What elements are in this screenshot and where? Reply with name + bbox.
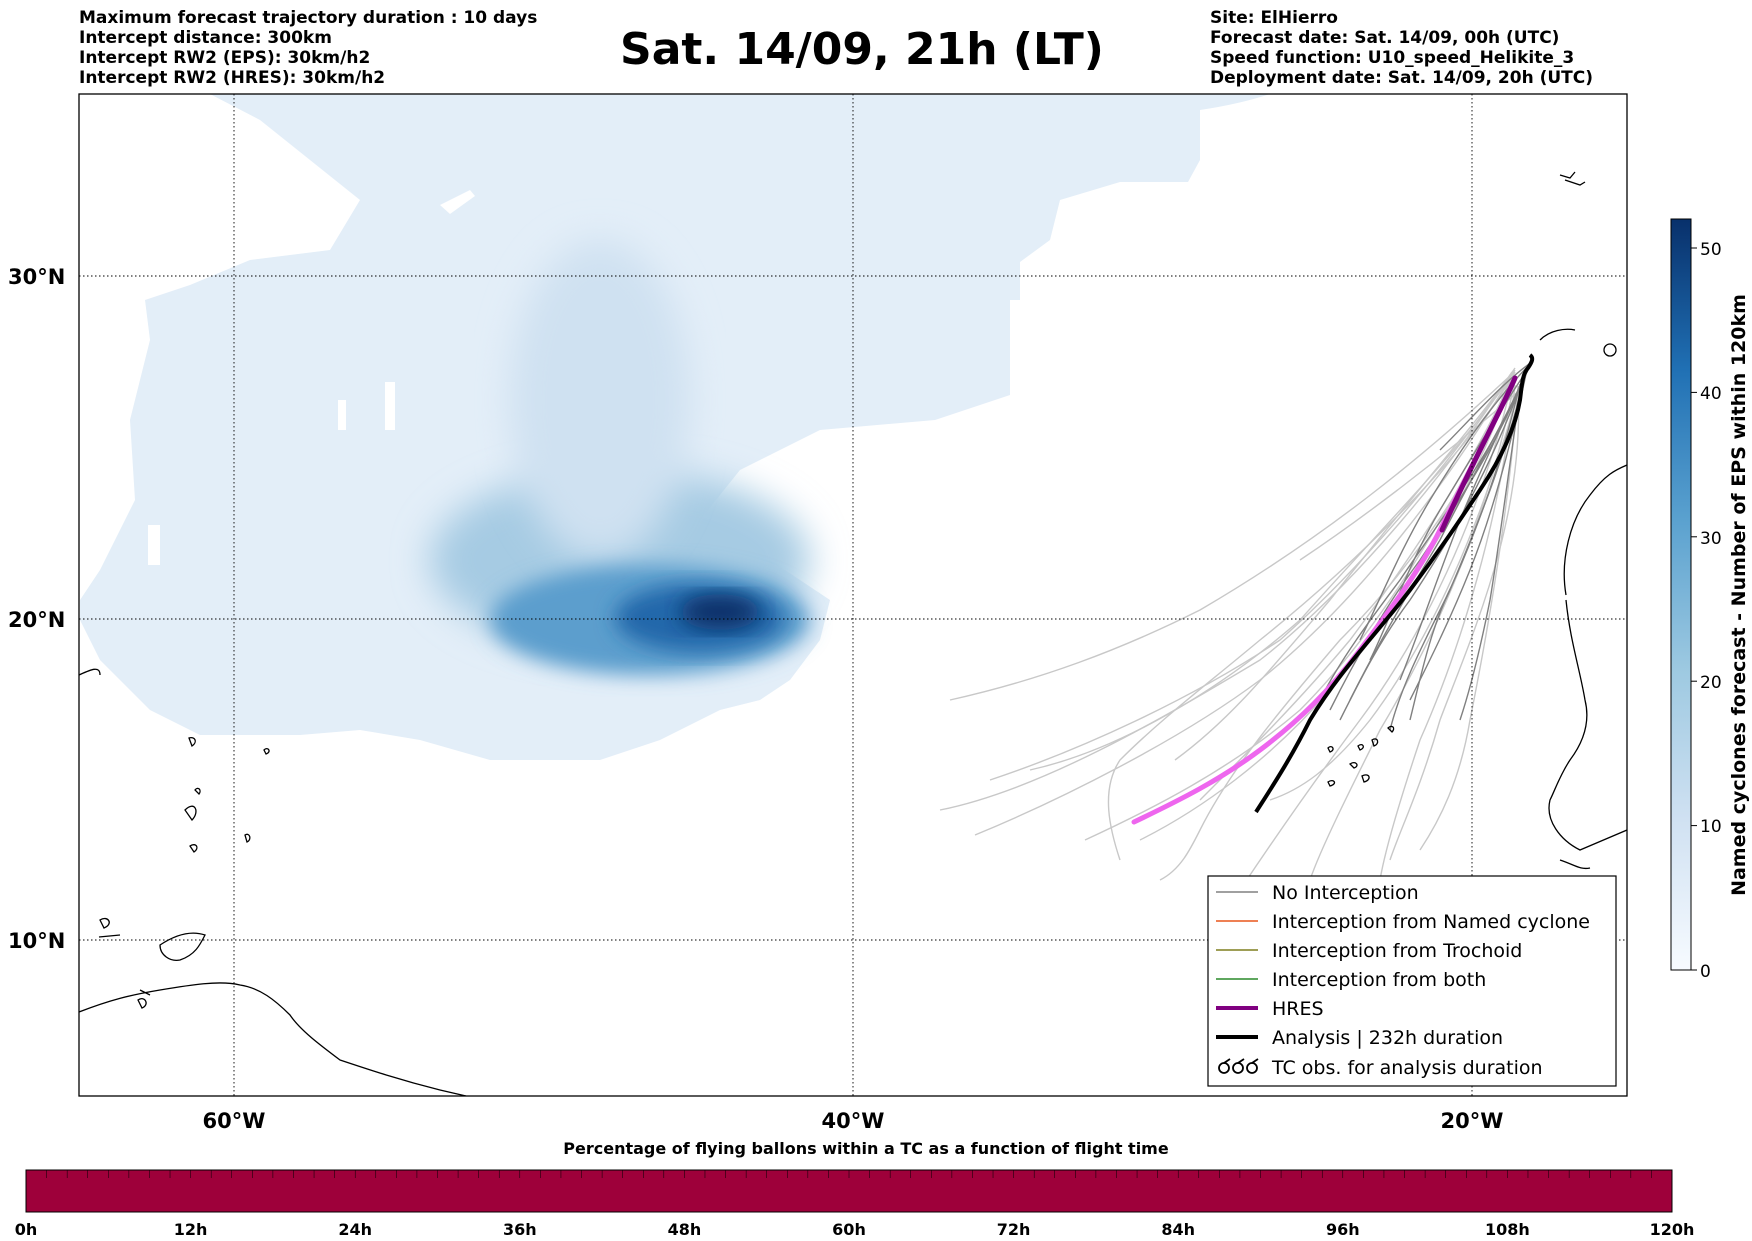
trajectory-no-interception (989, 371, 1513, 781)
site-info: Site: ElHierro Forecast date: Sat. 14/09… (1210, 8, 1593, 88)
flight-time-tick-label: 96h (1326, 1220, 1360, 1239)
flight-time-tick-label: 36h (503, 1220, 537, 1239)
legend-label: No Interception (1272, 882, 1419, 904)
legend: No Interception Interception from Named … (1207, 875, 1617, 1087)
legend-label: Interception from Named cyclone (1272, 911, 1590, 933)
colorbar-label: Named cyclones forecast - Number of EPS … (1728, 294, 1750, 896)
trajectory-no-interception (1379, 384, 1516, 881)
graticule (79, 94, 1627, 1096)
map-frame (78, 93, 1628, 1097)
trajectory-no-interception (974, 377, 1511, 836)
info-line: Intercept distance: 300km (79, 28, 332, 48)
flight-time-tick-label: 24h (338, 1220, 372, 1239)
colorbar-tick: 10 (1700, 817, 1722, 837)
trajectory-no-interception (1439, 361, 1533, 451)
hres-trajectory (1131, 375, 1518, 825)
forecast-settings: Maximum forecast trajectory duration : 1… (79, 8, 537, 88)
coastlines (79, 171, 1627, 1096)
flight-time-tick-label: 108h (1485, 1220, 1530, 1239)
colorbar: 0 10 20 30 40 50 Named cyclones forecast… (1670, 218, 1750, 982)
trajectory-no-interception (1389, 389, 1520, 861)
page-title: Sat. 14/09, 21h (LT) (620, 24, 1104, 75)
trajectory-no-interception (1339, 381, 1523, 721)
flight-time-tick-label: 12h (174, 1220, 208, 1239)
flight-time-tick-label: 48h (668, 1220, 702, 1239)
flight-time-bar-title: Percentage of flying ballons within a TC… (563, 1139, 1169, 1158)
flight-time-tick-label: 72h (997, 1220, 1031, 1239)
cyclone-density-field (80, 94, 1270, 760)
info-line: Maximum forecast trajectory duration : 1… (79, 8, 538, 28)
tc-obs-symbol-icon (1218, 1058, 1259, 1074)
legend-label: TC obs. for analysis duration (1271, 1057, 1543, 1079)
flight-time-bar: Percentage of flying ballons within a TC… (15, 1139, 1695, 1239)
info-line: Speed function: U10_speed_Helikite_3 (1210, 48, 1575, 68)
info-line: Deployment date: Sat. 14/09, 20h (UTC) (1210, 68, 1594, 88)
flight-time-tick-label: 84h (1161, 1220, 1195, 1239)
legend-label: Interception from Trochoid (1272, 940, 1522, 962)
colorbar-tick: 0 (1700, 962, 1711, 982)
trajectory-no-interception (949, 373, 1513, 701)
lat-label: 30°N (8, 265, 65, 289)
lat-label: 10°N (8, 929, 65, 953)
map-panel[interactable] (79, 94, 1627, 1096)
lat-label: 20°N (8, 608, 65, 632)
trajectory-no-interception (1419, 385, 1519, 851)
trajectory-no-interception (1409, 373, 1527, 701)
trajectory-no-interception (1359, 363, 1531, 641)
colorbar-tick: 30 (1700, 529, 1722, 549)
legend-label: HRES (1272, 998, 1324, 1020)
flight-time-tick-label: 0h (15, 1220, 38, 1239)
analysis-trajectory (1254, 353, 1535, 814)
info-line: Site: ElHierro (1210, 8, 1338, 28)
colorbar-tick: 20 (1700, 673, 1722, 693)
flight-time-tick-label: 60h (832, 1220, 866, 1239)
trajectory-no-interception (1107, 371, 1516, 861)
trajectory-no-interception (1459, 379, 1523, 721)
lon-label: 40°W (822, 1109, 885, 1133)
lon-label: 20°W (1441, 1109, 1504, 1133)
trajectory-no-interception (939, 374, 1511, 811)
info-line: Intercept RW2 (HRES): 30km/h2 (79, 68, 386, 88)
info-line: Intercept RW2 (EPS): 30km/h2 (79, 48, 371, 68)
colorbar-tick: 40 (1700, 384, 1722, 404)
lon-label: 60°W (203, 1109, 266, 1133)
trajectory-no-interception (1299, 389, 1521, 561)
legend-label: Interception from both (1272, 969, 1486, 991)
colorbar-tick: 50 (1700, 240, 1722, 260)
info-line: Forecast date: Sat. 14/09, 00h (UTC) (1210, 28, 1560, 48)
flight-time-tick-label: 120h (1650, 1220, 1695, 1239)
legend-label: Analysis | 232h duration (1272, 1027, 1503, 1049)
trajectory-no-interception (1319, 375, 1525, 701)
